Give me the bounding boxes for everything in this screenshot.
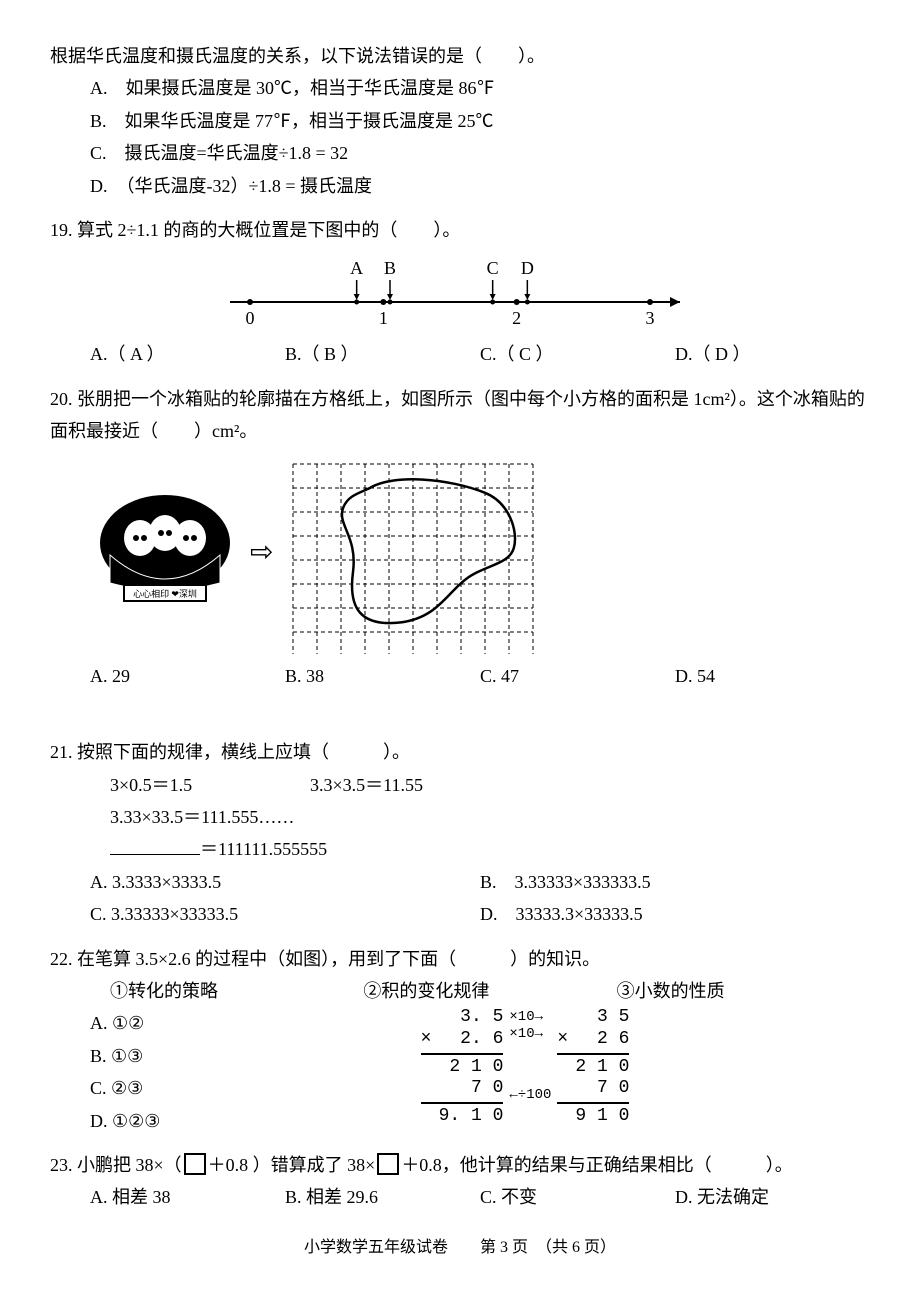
svg-text:A: A	[350, 258, 363, 278]
intro-stem: 根据华氏温度和摄氏温度的关系，以下说法错误的是（ ）。	[50, 40, 870, 72]
q19-options: A.（ A ） B.（ B ） C.（ C ） D.（ D ）	[90, 338, 870, 370]
q19-number-line: 0 1 2 3 A B C D	[220, 252, 700, 332]
q20-opt-b: B. 38	[285, 660, 480, 692]
q21-eq1b: 3.3×3.5＝11.55	[310, 769, 423, 801]
svg-text:3: 3	[646, 308, 655, 328]
intro-opt-d: D. （华氏温度-32）÷1.8 = 摄氏温度	[90, 170, 870, 202]
q20-grid	[283, 454, 553, 654]
page-footer: 小学数学五年级试卷 第 3 页 （共 6 页）	[50, 1234, 870, 1263]
q22-item-3: ③小数的性质	[617, 975, 870, 1007]
q21-opt-c: C. 3.33333×33333.5	[90, 898, 480, 930]
q21-equations: 3×0.5＝1.5 3.3×3.5＝11.55 3.33×33.5＝111.55…	[110, 769, 870, 866]
q21-stem: 21. 按照下面的规律，横线上应填（ ）。	[50, 736, 870, 768]
q19-opt-a: A.（ A ）	[90, 338, 285, 370]
q23-opt-c: C. 不变	[480, 1181, 675, 1213]
question-20: 20. 张朋把一个冰箱贴的轮廓描在方格纸上，如图所示（图中每个小方格的面积是 1…	[50, 383, 870, 692]
svg-text:1: 1	[379, 308, 388, 328]
q20-options: A. 29 B. 38 C. 47 D. 54	[90, 660, 870, 692]
q21-eq1a: 3×0.5＝1.5	[110, 769, 310, 801]
question-intro: 根据华氏温度和摄氏温度的关系，以下说法错误的是（ ）。 A. 如果摄氏温度是 3…	[50, 40, 870, 202]
q22-opt-a: A. ①②	[90, 1007, 180, 1039]
q21-eq2: 3.33×33.5＝111.555……	[110, 801, 870, 833]
q20-opt-d: D. 54	[675, 660, 870, 692]
svg-text:0: 0	[246, 308, 255, 328]
q23-opt-d: D. 无法确定	[675, 1181, 870, 1213]
intro-opt-b: B. 如果华氏温度是 77℉，相当于摄氏温度是 25℃	[90, 105, 870, 137]
q20-figure: 心心相印 ❤深圳 ⇨	[90, 454, 870, 654]
q19-opt-d: D.（ D ）	[675, 338, 870, 370]
q23-opt-b: B. 相差 29.6	[285, 1181, 480, 1213]
question-23: 23. 小鹏把 38×（＋0.8 ）错算成了 38×＋0.8，他计算的结果与正确…	[50, 1149, 870, 1214]
calc-left: 3. 5 × 2. 6 2 1 0 7 0 9. 1 0	[421, 1007, 504, 1137]
q21-blank	[110, 854, 200, 855]
q20-stem: 20. 张朋把一个冰箱贴的轮廓描在方格纸上，如图所示（图中每个小方格的面积是 1…	[50, 383, 870, 448]
question-21: 21. 按照下面的规律，横线上应填（ ）。 3×0.5＝1.5 3.3×3.5＝…	[50, 736, 870, 930]
q23-stem: 23. 小鹏把 38×（＋0.8 ）错算成了 38×＋0.8，他计算的结果与正确…	[50, 1149, 870, 1181]
q19-stem: 19. 算式 2÷1.1 的商的大概位置是下图中的（ ）。	[50, 214, 870, 246]
magnet-label: 心心相印 ❤深圳	[133, 588, 197, 599]
magnet-image: 心心相印 ❤深圳	[90, 483, 240, 623]
q22-calculation: 3. 5 × 2. 6 2 1 0 7 0 9. 1 0 ×10→ ×10→ ←…	[180, 1007, 870, 1137]
svg-text:C: C	[487, 258, 499, 278]
q19-opt-c: C.（ C ）	[480, 338, 675, 370]
q20-opt-a: A. 29	[90, 660, 285, 692]
q21-opt-b: B. 3.33333×333333.5	[480, 866, 870, 898]
q22-item-1: ①转化的策略	[110, 975, 363, 1007]
q21-options: A. 3.3333×3333.5 B. 3.33333×333333.5 C. …	[90, 866, 870, 931]
q21-eq3: ＝111111.555555	[110, 833, 870, 865]
calc-right: 3 5 × 2 6 2 1 0 7 0 9 1 0	[557, 1007, 629, 1137]
q22-opt-c: C. ②③	[90, 1072, 180, 1104]
arrow-icon: ⇨	[250, 528, 273, 578]
svg-text:2: 2	[512, 308, 521, 328]
box-icon	[377, 1153, 399, 1175]
q19-opt-b: B.（ B ）	[285, 338, 480, 370]
svg-text:B: B	[384, 258, 396, 278]
calc-annotations: ×10→ ×10→ ←÷100	[509, 1007, 551, 1137]
q23-options: A. 相差 38 B. 相差 29.6 C. 不变 D. 无法确定	[90, 1181, 870, 1213]
q22-items: ①转化的策略 ②积的变化规律 ③小数的性质	[110, 975, 870, 1007]
intro-options: A. 如果摄氏温度是 30℃，相当于华氏温度是 86℉ B. 如果华氏温度是 7…	[90, 72, 870, 202]
intro-opt-c: C. 摄氏温度=华氏温度÷1.8 = 32	[90, 137, 870, 169]
q21-opt-d: D. 33333.3×33333.5	[480, 898, 870, 930]
q22-options: A. ①② B. ①③ C. ②③ D. ①②③	[90, 1007, 180, 1137]
box-icon	[184, 1153, 206, 1175]
q22-item-2: ②积的变化规律	[363, 975, 616, 1007]
svg-text:D: D	[521, 258, 534, 278]
q20-opt-c: C. 47	[480, 660, 675, 692]
q21-opt-a: A. 3.3333×3333.5	[90, 866, 480, 898]
q22-opt-b: B. ①③	[90, 1040, 180, 1072]
question-19: 19. 算式 2÷1.1 的商的大概位置是下图中的（ ）。 0 1 2 3 A B C D A…	[50, 214, 870, 371]
q22-stem: 22. 在笔算 3.5×2.6 的过程中（如图），用到了下面（ ）的知识。	[50, 943, 870, 975]
intro-opt-a: A. 如果摄氏温度是 30℃，相当于华氏温度是 86℉	[90, 72, 870, 104]
q23-opt-a: A. 相差 38	[90, 1181, 285, 1213]
q22-opt-d: D. ①②③	[90, 1105, 180, 1137]
question-22: 22. 在笔算 3.5×2.6 的过程中（如图），用到了下面（ ）的知识。 ①转…	[50, 943, 870, 1137]
